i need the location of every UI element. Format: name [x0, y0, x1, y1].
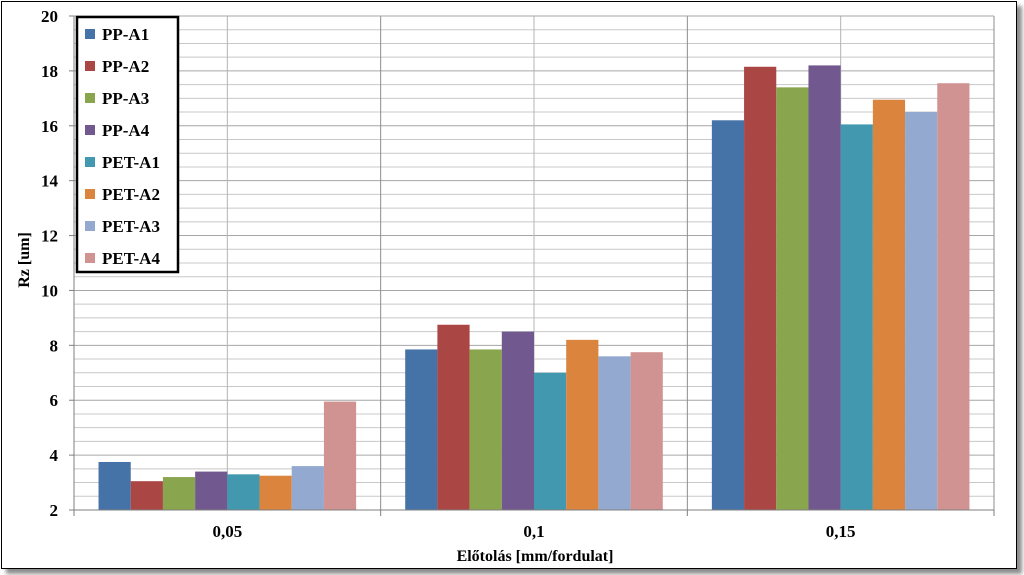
legend-swatch-pet-a3 — [85, 221, 95, 231]
bar-pp-a1-0 — [98, 461, 131, 510]
legend-swatch-pet-a1 — [85, 157, 95, 167]
bar-pet-a3-1 — [598, 356, 631, 510]
bar-pet-a4-1 — [630, 352, 663, 510]
y-axis-title: Rz [um] — [16, 232, 33, 288]
x-tick-label: 0,05 — [212, 522, 242, 541]
bar-pet-a2-2 — [872, 99, 906, 510]
y-tick-label: 2 — [50, 501, 59, 520]
bars — [98, 65, 970, 511]
bar-pet-a1-2 — [840, 124, 873, 511]
y-tick-label: 10 — [41, 281, 58, 300]
bar-pp-a2-2 — [744, 66, 777, 511]
legend-swatch-pp-a1 — [85, 29, 95, 39]
legend-swatch-pp-a4 — [85, 125, 95, 135]
bar-pet-a3-2 — [905, 112, 938, 511]
x-tick-label: 0,15 — [826, 522, 856, 541]
bar-pp-a2-1 — [437, 324, 470, 510]
legend-label-pet-a3: PET-A3 — [102, 217, 160, 236]
y-tick-label: 4 — [50, 446, 59, 465]
y-tick-label: 18 — [41, 62, 58, 81]
x-tick-label: 0,1 — [523, 522, 544, 541]
bar-pet-a4-2 — [937, 83, 970, 510]
bar-pet-a1-0 — [227, 474, 260, 510]
legend-swatch-pet-a2 — [85, 189, 95, 199]
bar-pet-a4-0 — [323, 401, 357, 510]
bar-pet-a1-1 — [534, 372, 567, 510]
bar-pp-a4-2 — [808, 65, 841, 511]
legend: PP-A1 PP-A2 PP-A3 PP-A4 PET-A1 PET-A2 PET-A3 PE… — [75, 15, 180, 274]
axes — [69, 15, 995, 516]
y-tick-label: 12 — [41, 227, 58, 246]
bar-pp-a3-0 — [162, 477, 196, 510]
bar-pp-a3-1 — [469, 349, 502, 510]
bar-pp-a3-2 — [776, 87, 809, 510]
legend-label-pet-a2: PET-A2 — [102, 185, 160, 204]
y-tick-label: 8 — [50, 336, 59, 355]
legend-swatch-pet-a4 — [85, 253, 95, 263]
bar-pet-a2-0 — [259, 475, 292, 510]
bar-pp-a1-2 — [711, 120, 745, 511]
y-tick-label: 14 — [41, 172, 59, 191]
legend-swatch-pp-a2 — [85, 61, 95, 71]
bar-pp-a4-0 — [195, 471, 228, 510]
y-tick-label: 16 — [41, 117, 58, 136]
y-tick-label: 20 — [41, 7, 58, 26]
bar-pp-a2-0 — [130, 481, 163, 510]
legend-label-pet-a4: PET-A4 — [102, 249, 160, 268]
tick-labels: 2 4 6 8 10 12 14 16 18 20 0,05 0,1 0,15 — [41, 7, 856, 541]
y-tick-label: 6 — [50, 391, 59, 410]
legend-swatch-pp-a3 — [85, 93, 95, 103]
legend-label-pp-a1: PP-A1 — [102, 25, 149, 44]
legend-label-pp-a2: PP-A2 — [102, 57, 149, 76]
legend-label-pp-a3: PP-A3 — [102, 89, 149, 108]
bar-chart: 2 4 6 8 10 12 14 16 18 20 0,05 0,1 0,15 Rz [um] Előt… — [16, 7, 995, 565]
legend-label-pet-a1: PET-A1 — [102, 153, 160, 172]
bar-pet-a2-1 — [566, 339, 599, 510]
bar-pp-a1-1 — [405, 349, 438, 510]
legend-label-pp-a4: PP-A4 — [102, 121, 150, 140]
x-axis-title: Előtolás [mm/fordulat] — [457, 548, 614, 565]
bar-pp-a4-1 — [501, 331, 534, 510]
bar-pet-a3-0 — [291, 466, 324, 510]
